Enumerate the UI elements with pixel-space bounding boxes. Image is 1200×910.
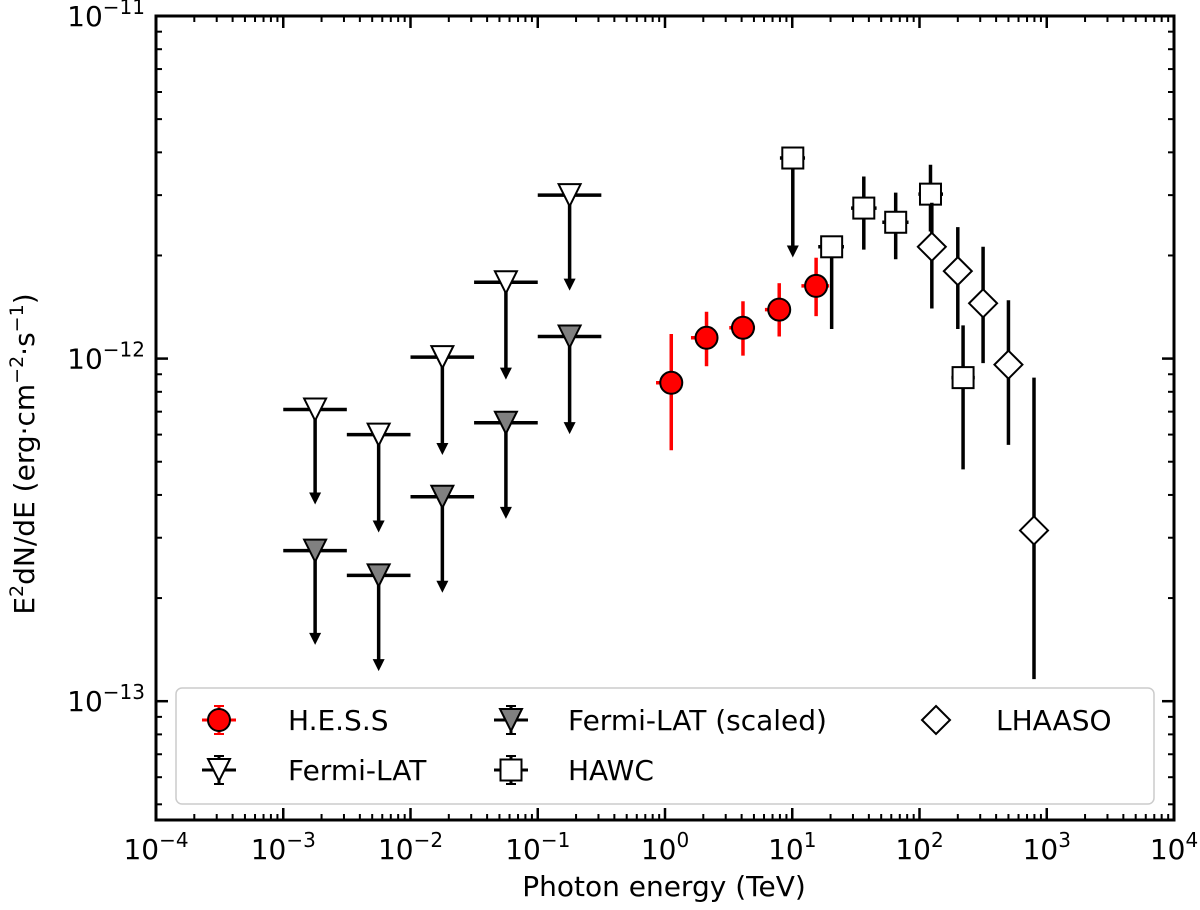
h-e-s-s-point [767,297,792,322]
h-e-s-s-point [804,273,829,298]
legend-marker [206,758,232,784]
fermi-lat-point [366,422,392,448]
fermi-lat-ul-arrow-head [309,492,322,505]
series-fermi-lat [283,183,602,533]
y-axis-label: E2dN/dE (erg·cm−2·s−1) [6,293,41,614]
hawc-point [820,235,844,259]
hawc-point [884,210,908,234]
y-tick-label: 10−12 [67,338,145,376]
legend-label: Fermi-LAT (scaled) [568,704,827,737]
fermi-lat-point [493,270,519,296]
legend-entry-h-e-s-s: H.E.S.S [202,704,389,737]
hawc-ul-arrow-head [786,245,799,258]
fermi-lat-scaled-ul-arrow-head [499,506,512,519]
h-e-s-s-point [694,325,719,350]
x-axis-label: Photon energy (TeV) [522,870,806,903]
x-tick-label: 10−2 [378,828,443,866]
fermi-lat-scaled-ul-arrow-head [372,659,385,672]
hawc-point [951,366,975,390]
lhaaso-point [967,287,999,319]
x-tick-label: 104 [1150,828,1198,866]
fermi-lat-ul-arrow-head [563,278,576,291]
legend-entry-lhaaso: LHAASO [920,704,1112,737]
x-tick-label: 10−3 [251,828,316,866]
series-fermi-lat-scaled [283,324,602,672]
x-tick-label: 100 [641,828,689,866]
fermi-lat-ul-arrow-head [499,367,512,380]
fermi-lat-ul-arrow-head [436,443,449,456]
legend-entry-fermi-lat: Fermi-LAT [202,754,427,787]
lhaaso-point [942,255,974,287]
h-e-s-s-point [659,370,684,395]
legend: H.E.S.S Fermi-LAT Fermi-LAT (scaled) HAWC LH… [175,687,1155,805]
x-tick-label: 101 [768,828,816,866]
fermi-lat-point [429,345,455,371]
fermi-lat-point [556,183,583,209]
fermi-lat-scaled-ul-arrow-head [309,632,322,645]
legend-entry-hawc: HAWC [494,754,654,787]
fermi-lat-scaled-ul-arrow-head [436,580,449,593]
legend-marker [207,708,231,732]
lhaaso-point [916,231,948,263]
fermi-lat-scaled-ul-arrow-head [563,422,576,435]
hawc-point [852,196,876,220]
x-tick-label: 10−1 [505,828,570,866]
x-tick-label: 103 [1023,828,1071,866]
fermi-lat-scaled-point [493,410,519,436]
axes: 10−4 10−3 10−2 10−1 100 101 102 103 104 10−13 10−1… [67,0,1198,866]
series-h-e-s-s [656,257,830,451]
legend-marker [920,704,952,736]
fermi-lat-scaled-point [429,484,455,511]
y-tick-label: 10−13 [67,680,145,718]
fermi-lat-point [302,397,328,423]
legend-marker [499,758,523,782]
x-tick-label: 10−4 [123,828,188,866]
legend-marker [498,708,524,734]
legend-label: HAWC [568,754,654,787]
fermi-lat-scaled-point [366,563,392,589]
fermi-lat-scaled-point [302,538,328,564]
legend-label: Fermi-LAT [288,754,427,787]
y-tick-label: 10−11 [67,0,145,33]
legend-label: H.E.S.S [288,704,389,737]
fermi-lat-scaled-point [556,324,583,350]
hawc-point [781,146,805,170]
lhaaso-point [993,349,1024,381]
x-tick-label: 102 [895,828,943,866]
legend-box [175,687,1155,805]
lhaaso-point [1018,515,1050,546]
legend-label: LHAASO [996,704,1112,737]
fermi-lat-ul-arrow-head [372,520,385,533]
series-hawc [779,146,975,470]
h-e-s-s-point [730,315,755,340]
hawc-point [918,182,942,206]
plot-area [283,146,1050,680]
legend-entry-fermi-lat-scaled: Fermi-LAT (scaled) [494,704,827,737]
series-lhaaso [916,202,1050,680]
